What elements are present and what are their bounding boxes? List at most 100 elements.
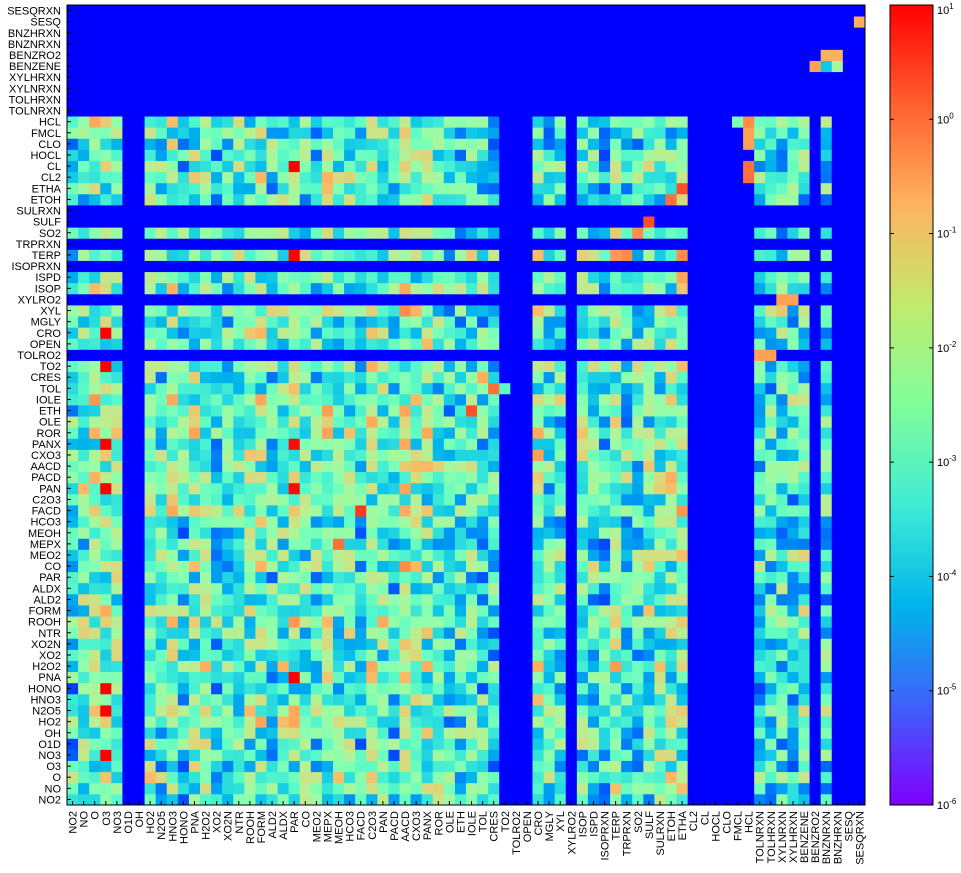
heatmap-cell [89,627,101,639]
heatmap-cell [333,349,345,361]
heatmap-cell [67,82,79,95]
heatmap-cell [166,227,179,239]
heatmap-cell [277,738,290,750]
heatmap-cell [842,38,855,50]
heatmap-cell [499,471,511,484]
heatmap-cell [266,638,278,650]
heatmap-cell [809,605,822,617]
heatmap-cell [698,338,711,350]
heatmap-cell [144,371,157,384]
heatmap-cell [144,727,157,739]
heatmap-cell [454,627,467,639]
heatmap-cell [166,93,179,106]
heatmap-cell [421,416,434,428]
heatmap-cell [454,482,467,495]
heatmap-cell [698,49,711,61]
heatmap-cell [399,471,411,484]
heatmap-cell [310,60,323,73]
heatmap-cell [599,293,611,306]
heatmap-cell [321,149,334,161]
heatmap-cell [211,260,223,273]
heatmap-cell [621,571,633,584]
heatmap-cell [111,660,123,673]
heatmap-cell [211,371,223,384]
heatmap-cell [233,527,245,539]
heatmap-cell [643,505,655,517]
heatmap-cell [776,316,788,328]
heatmap-cell [133,116,145,128]
heatmap-cell [687,93,700,106]
heatmap-cell [732,660,744,673]
heatmap-cell [754,605,766,617]
heatmap-cell [211,527,223,539]
heatmap-cell [709,793,722,806]
heatmap-cell [177,49,190,61]
heatmap-cell [853,738,866,750]
heatmap-cell [200,427,212,439]
heatmap-cell [466,605,478,617]
heatmap-cell [853,649,866,661]
heatmap-cell [388,371,400,384]
heatmap-cell [166,405,179,417]
heatmap-cell [720,260,733,273]
heatmap-cell [754,582,766,595]
heatmap-cell [488,482,500,495]
heatmap-cell [421,293,434,306]
heatmap-cell [421,438,434,450]
heatmap-cell [554,60,567,73]
heatmap-cell [754,749,766,761]
heatmap-cell [743,538,755,550]
heatmap-cell [820,782,833,795]
heatmap-cell [643,271,655,284]
heatmap-cell [576,516,589,528]
heatmap-cell [211,327,223,339]
heatmap-cell [299,660,312,673]
heatmap-cell [720,182,733,195]
heatmap-cell [521,660,533,673]
heatmap-cell [853,205,866,217]
heatmap-cell [344,282,356,295]
heatmap-cell [277,149,290,161]
heatmap-cell [144,538,157,550]
heatmap-cell [665,605,677,617]
heatmap-cell [443,82,456,95]
heatmap-cell [366,593,378,606]
heatmap-cell [399,582,411,595]
heatmap-cell [543,238,556,250]
heatmap-cell [687,238,700,250]
heatmap-cell [554,249,567,261]
heatmap-cell [743,293,755,306]
heatmap-cell [410,438,423,450]
heatmap-cell [288,549,301,561]
heatmap-cell [67,238,79,250]
heatmap-cell [333,38,345,50]
heatmap-cell [355,527,367,539]
heatmap-cell [366,160,378,173]
heatmap-cell [743,105,755,117]
heatmap-cell [333,793,345,806]
heatmap-cell [155,360,168,373]
heatmap-cell [510,338,522,350]
heatmap-cell [78,460,90,473]
heatmap-cell [610,182,622,195]
heatmap-cell [188,260,201,273]
heatmap-cell [776,371,788,384]
heatmap-cell [709,116,722,128]
heatmap-cell [610,249,622,261]
heatmap-cell [454,593,467,606]
heatmap-cell [310,216,323,228]
heatmap-cell [355,782,367,795]
heatmap-cell [299,382,312,395]
heatmap-cell [754,238,766,250]
heatmap-cell [67,305,79,317]
heatmap-cell [521,705,533,717]
heatmap-cell [676,205,689,217]
heatmap-cell [277,116,290,128]
heatmap-cell [222,716,234,728]
heatmap-cell [720,171,733,184]
heatmap-cell [377,738,389,750]
heatmap-cell [144,316,157,328]
heatmap-cell [521,338,533,350]
heatmap-cell [355,238,367,250]
heatmap-cell [466,582,478,595]
